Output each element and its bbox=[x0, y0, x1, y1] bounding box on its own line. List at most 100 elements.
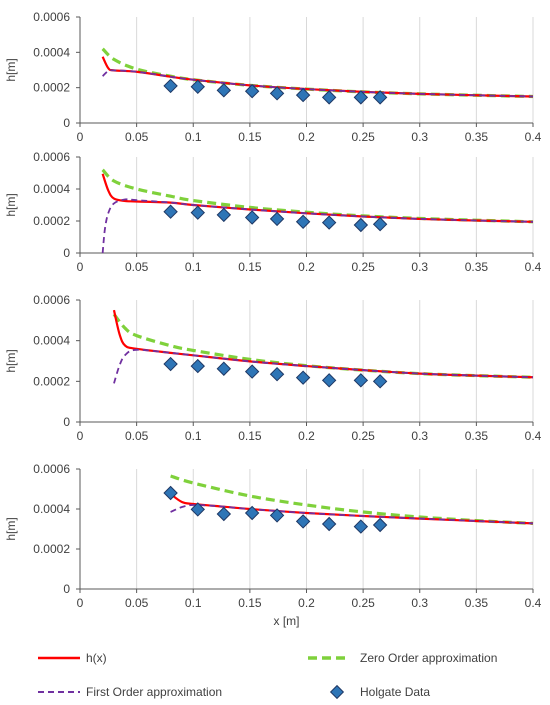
legend: h(x) Zero Order approximation First Orde… bbox=[38, 651, 497, 700]
holgate-data-point bbox=[295, 87, 311, 103]
x-tick-label: 0.25 bbox=[351, 596, 375, 610]
holgate-data-point bbox=[295, 370, 311, 385]
y-tick-label: 0 bbox=[63, 582, 70, 596]
y-tick-label: 0 bbox=[63, 246, 70, 260]
legend-label-zero-order: Zero Order approximation bbox=[360, 651, 497, 665]
y-tick-label: 0.0006 bbox=[33, 293, 70, 307]
holgate-data-point bbox=[269, 211, 285, 227]
x-tick-label: 0.05 bbox=[125, 596, 149, 610]
series-first-order-line bbox=[102, 69, 534, 98]
x-tick-label: 0.1 bbox=[185, 130, 202, 144]
x-tick-label: 0.15 bbox=[238, 260, 262, 274]
x-axis-title: x [m] bbox=[274, 614, 300, 628]
series-first-order-line bbox=[113, 348, 534, 384]
holgate-data-point bbox=[372, 374, 388, 389]
series-zero-order-line bbox=[112, 313, 534, 379]
x-tick-label: 0.35 bbox=[465, 596, 489, 610]
x-tick-label: 0.2 bbox=[298, 260, 315, 274]
y-tick-label: 0.0006 bbox=[33, 150, 70, 164]
y-tick-label: 0.0004 bbox=[33, 334, 70, 348]
y-tick-label: 0.0004 bbox=[33, 502, 70, 516]
x-tick-label: 0.3 bbox=[411, 130, 428, 144]
x-tick-label: 0.2 bbox=[298, 596, 315, 610]
series-holgate-markers bbox=[163, 356, 388, 389]
x-tick-label: 0.3 bbox=[411, 260, 428, 274]
holgate-data-point bbox=[163, 204, 178, 219]
x-tick-label: 0.1 bbox=[185, 260, 202, 274]
series-first-order-line bbox=[101, 198, 534, 254]
holgate-data-point bbox=[269, 508, 285, 523]
holgate-data-point bbox=[216, 83, 232, 98]
holgate-data-point bbox=[321, 516, 337, 532]
y-axis-title: h[m] bbox=[4, 58, 18, 81]
x-tick-label: 0.1 bbox=[185, 596, 202, 610]
x-tick-label: 0.3 bbox=[411, 429, 428, 443]
series-holgate-markers bbox=[163, 204, 388, 233]
holgate-data-point bbox=[269, 86, 285, 101]
x-tick-label: 0.35 bbox=[465, 429, 489, 443]
x-tick-label: 0.15 bbox=[238, 429, 262, 443]
holgate-data-point bbox=[244, 83, 260, 99]
chart-panel-4: 0 0.0002 0.0004 0.0006 0 0.05 0.1 0.15 0.2 0.25 0.… bbox=[4, 462, 542, 628]
x-tick-label: 0.25 bbox=[351, 260, 375, 274]
x-tick-label: 0.15 bbox=[238, 130, 262, 144]
y-tick-label: 0.0006 bbox=[33, 462, 70, 476]
holgate-data-point bbox=[216, 207, 232, 223]
series-h-x-line bbox=[101, 56, 534, 98]
y-axis-title: h[m] bbox=[4, 349, 18, 372]
holgate-data-point bbox=[295, 214, 311, 230]
holgate-data-point bbox=[244, 210, 260, 225]
holgate-data-point bbox=[190, 79, 205, 94]
x-tick-label: 0 bbox=[77, 130, 84, 144]
y-tick-label: 0.0004 bbox=[33, 45, 70, 59]
holgate-data-point bbox=[321, 373, 337, 388]
y-tick-label: 0.0002 bbox=[33, 374, 70, 388]
holgate-data-point bbox=[353, 373, 369, 388]
x-tick-label: 0.05 bbox=[125, 130, 149, 144]
holgate-data-point bbox=[295, 514, 311, 529]
x-tick-label: 0.35 bbox=[465, 260, 489, 274]
series-holgate-markers bbox=[163, 485, 388, 534]
holgate-data-point bbox=[163, 485, 178, 501]
y-axis-title: h[m] bbox=[4, 193, 18, 216]
x-tick-label: 0 bbox=[77, 260, 84, 274]
x-tick-label: 0.4 bbox=[525, 596, 542, 610]
chart-panel-3: 0 0.0002 0.0004 0.0006 0 0.05 0.1 0.15 0.2 0.25 0.… bbox=[4, 293, 542, 443]
x-tick-label: 0.25 bbox=[351, 429, 375, 443]
holgate-data-point bbox=[321, 90, 337, 105]
x-tick-label: 0.35 bbox=[465, 130, 489, 144]
x-tick-label: 0.2 bbox=[298, 130, 315, 144]
legend-swatch-holgate bbox=[329, 684, 345, 700]
chart-panel-2: 0 0.0002 0.0004 0.0006 0 0.05 0.1 0.15 0.2 0.25 0.… bbox=[4, 150, 542, 274]
holgate-data-point bbox=[244, 364, 260, 379]
y-tick-label: 0 bbox=[63, 415, 70, 429]
legend-label-h-x: h(x) bbox=[86, 651, 107, 665]
holgate-data-point bbox=[321, 215, 337, 230]
y-tick-label: 0 bbox=[63, 116, 70, 130]
holgate-data-point bbox=[190, 358, 205, 374]
holgate-data-point bbox=[269, 367, 285, 382]
x-tick-label: 0.4 bbox=[525, 429, 542, 443]
holgate-data-point bbox=[372, 90, 388, 105]
x-tick-label: 0.4 bbox=[525, 260, 542, 274]
x-tick-label: 0.15 bbox=[238, 596, 262, 610]
x-tick-label: 0 bbox=[77, 596, 84, 610]
holgate-data-point bbox=[372, 517, 388, 533]
holgate-data-point bbox=[372, 216, 388, 232]
chart-panels: 0 0.0002 0.0004 0.0006 0 0.05 0.1 0.15 0.2 0.25 0.… bbox=[4, 10, 542, 628]
x-tick-label: 0.05 bbox=[125, 260, 149, 274]
y-tick-label: 0.0002 bbox=[33, 214, 70, 228]
series-holgate-markers bbox=[163, 78, 388, 105]
holgate-data-point bbox=[353, 217, 369, 233]
x-tick-label: 0.2 bbox=[298, 429, 315, 443]
chart-panel-1: 0 0.0002 0.0004 0.0006 0 0.05 0.1 0.15 0.2 0.25 0.… bbox=[4, 10, 542, 144]
holgate-data-point bbox=[163, 356, 178, 372]
y-tick-label: 0.0002 bbox=[33, 542, 70, 556]
x-tick-label: 0 bbox=[77, 429, 84, 443]
holgate-data-point bbox=[216, 361, 232, 376]
x-tick-label: 0.05 bbox=[125, 429, 149, 443]
y-tick-label: 0.0002 bbox=[33, 81, 70, 95]
holgate-data-point bbox=[353, 90, 369, 105]
x-tick-label: 0.25 bbox=[351, 130, 375, 144]
